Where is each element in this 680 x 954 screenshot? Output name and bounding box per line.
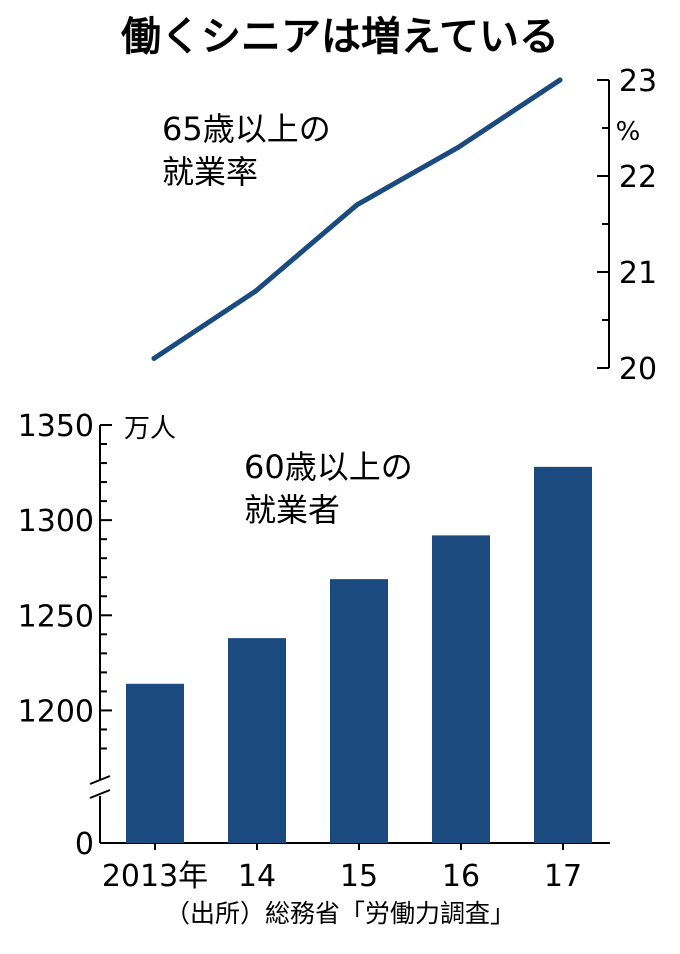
bar-y-unit: 万人 [124, 414, 176, 444]
bar-x-tick-label: 17 [544, 859, 582, 894]
line-point [151, 355, 157, 361]
bar-y-tick-label: 1200 [18, 694, 94, 729]
bar-x-tick-label: 16 [442, 859, 480, 894]
bar [330, 579, 388, 843]
chart-title: 働くシニアは増えている [121, 14, 559, 60]
bar [228, 638, 286, 843]
bar-x-tick-label: 2013年 [102, 859, 208, 894]
bar-x-tick-label: 14 [238, 859, 276, 894]
bar-y-tick-label: 1350 [18, 409, 94, 444]
bar-series-label-1: 60歳以上の [244, 448, 413, 486]
line-y-tick-label: 23 [619, 64, 657, 99]
axis-break-mark [89, 789, 111, 799]
bar-y-tick-label: 1250 [18, 599, 94, 634]
source-note: （出所）総務省「労働力調査」 [165, 899, 515, 928]
line-point [253, 288, 258, 294]
bar-x-tick-label: 15 [340, 859, 378, 894]
line-y-tick-label: 22 [619, 160, 657, 195]
line-point [354, 202, 360, 208]
bar [126, 683, 184, 843]
bar-y-tick-label: 0 [75, 827, 94, 862]
line-chart: 20 21 22 23 [151, 64, 657, 387]
axis-break-mark [89, 775, 111, 785]
line-series-label-1: 65歳以上の [162, 110, 331, 148]
bar-y-tick-label: 1300 [18, 504, 94, 539]
line-y-tick-label: 20 [619, 352, 657, 387]
line-series-label-2: 就業率 [162, 153, 258, 191]
bar [432, 535, 490, 843]
line-point [456, 144, 461, 150]
bar [534, 466, 592, 843]
line-point [557, 77, 563, 83]
bar-series-label-2: 就業者 [244, 491, 340, 529]
line-y-unit: % [616, 117, 641, 147]
line-y-tick-label: 21 [619, 256, 657, 291]
